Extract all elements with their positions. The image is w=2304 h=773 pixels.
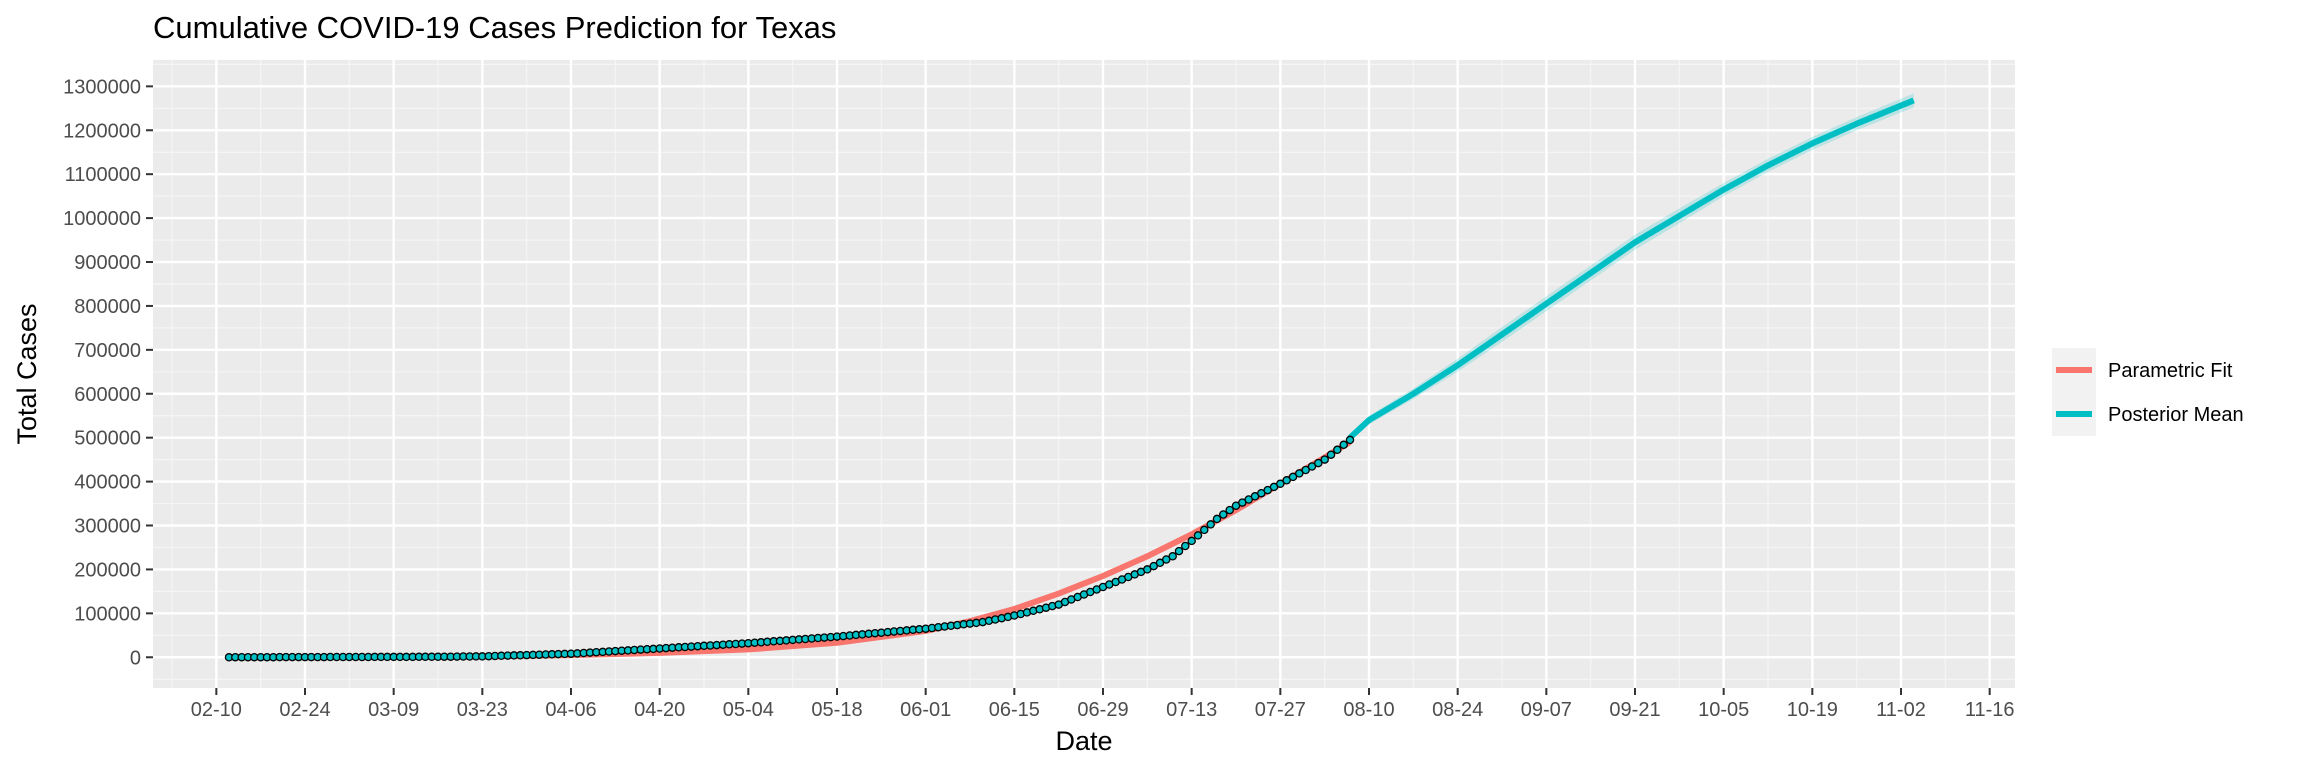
x-tick-label: 10-19 (1787, 699, 1838, 721)
x-tick-label: 10-05 (1698, 699, 1749, 721)
observed-point (1288, 472, 1298, 482)
observed-point (1200, 525, 1209, 535)
observed-point (1193, 531, 1203, 540)
y-tick-label: 700000 (74, 340, 141, 362)
observed-point (1149, 561, 1158, 571)
x-tick-label: 06-15 (989, 699, 1040, 721)
observed-point (1295, 469, 1304, 478)
y-tick-label: 100000 (74, 603, 141, 625)
observed-point (1181, 541, 1190, 551)
x-tick-label: 08-24 (1432, 699, 1483, 721)
observed-point (1162, 555, 1171, 564)
x-tick-label: 03-09 (368, 699, 419, 721)
x-tick-label: 02-24 (279, 699, 330, 721)
observed-point (1282, 476, 1291, 485)
y-axis: 0 100000 200000 300000 400000 500000 600000 700… (63, 76, 153, 669)
x-tick-label: 06-29 (1077, 699, 1128, 721)
y-tick-label: 900000 (74, 252, 141, 274)
confidence-band-layer (1350, 93, 1914, 440)
y-tick-label: 1300000 (63, 76, 141, 98)
y-tick-label: 300000 (74, 516, 141, 538)
x-tick-label: 05-18 (811, 699, 862, 721)
chart-title: Cumulative COVID-19 Cases Prediction for… (153, 10, 836, 45)
observed-point (1345, 435, 1355, 445)
observed-point (1219, 510, 1228, 519)
x-tick-label: 06-01 (900, 699, 951, 721)
y-axis-title: Total Cases (12, 303, 42, 444)
posterior-mean-line (1347, 97, 1915, 440)
x-axis-title: Date (1055, 726, 1112, 756)
observed-point (1187, 536, 1196, 546)
legend-label: Posterior Mean (2108, 404, 2244, 426)
x-tick-label: 11-02 (1876, 699, 1926, 721)
x-tick-label: 04-06 (545, 699, 596, 721)
x-tick-label: 07-27 (1255, 699, 1306, 721)
observed-point (1212, 514, 1222, 524)
legend-label: Parametric Fit (2108, 360, 2233, 382)
x-tick-label: 11-16 (1965, 699, 2015, 721)
y-tick-label: 400000 (74, 472, 141, 494)
x-tick-label: 03-23 (457, 699, 508, 721)
x-tick-label: 08-10 (1343, 699, 1394, 721)
y-tick-label: 600000 (74, 384, 141, 406)
observed-point (1143, 565, 1152, 574)
y-tick-label: 1100000 (65, 164, 141, 186)
observed-point (1307, 462, 1317, 471)
posterior-band (1350, 93, 1914, 440)
y-tick-label: 1000000 (63, 208, 141, 230)
x-tick-label: 09-07 (1521, 699, 1572, 721)
x-tick-label: 09-21 (1609, 699, 1660, 721)
observed-point (1314, 458, 1323, 468)
y-tick-label: 800000 (74, 296, 141, 318)
observed-point (1326, 450, 1336, 459)
x-tick-label: 05-04 (723, 699, 774, 721)
observed-point (1168, 552, 1177, 561)
observed-point (1333, 445, 1342, 455)
y-tick-label: 1200000 (63, 120, 141, 142)
x-tick-label: 02-10 (191, 699, 242, 721)
x-axis: 02-10 02-24 03-09 03-23 04-06 04-20 05-04 05-18… (191, 688, 2015, 721)
observed-point (1225, 505, 1234, 515)
legend: Parametric Fit Posterior Mean (2052, 348, 2244, 436)
observed-point (1276, 479, 1285, 489)
observed-point (1320, 455, 1329, 464)
x-tick-label: 04-20 (634, 699, 685, 721)
observed-point (1174, 546, 1184, 556)
y-tick-label: 200000 (74, 559, 141, 581)
observed-points-layer (224, 435, 1355, 662)
observed-point (1206, 520, 1215, 529)
y-tick-label: 500000 (74, 428, 141, 450)
observed-point (1339, 440, 1348, 450)
y-tick-label: 0 (130, 647, 141, 669)
observed-point (1301, 465, 1310, 475)
observed-point (1155, 558, 1165, 568)
x-tick-label: 07-13 (1166, 699, 1217, 721)
